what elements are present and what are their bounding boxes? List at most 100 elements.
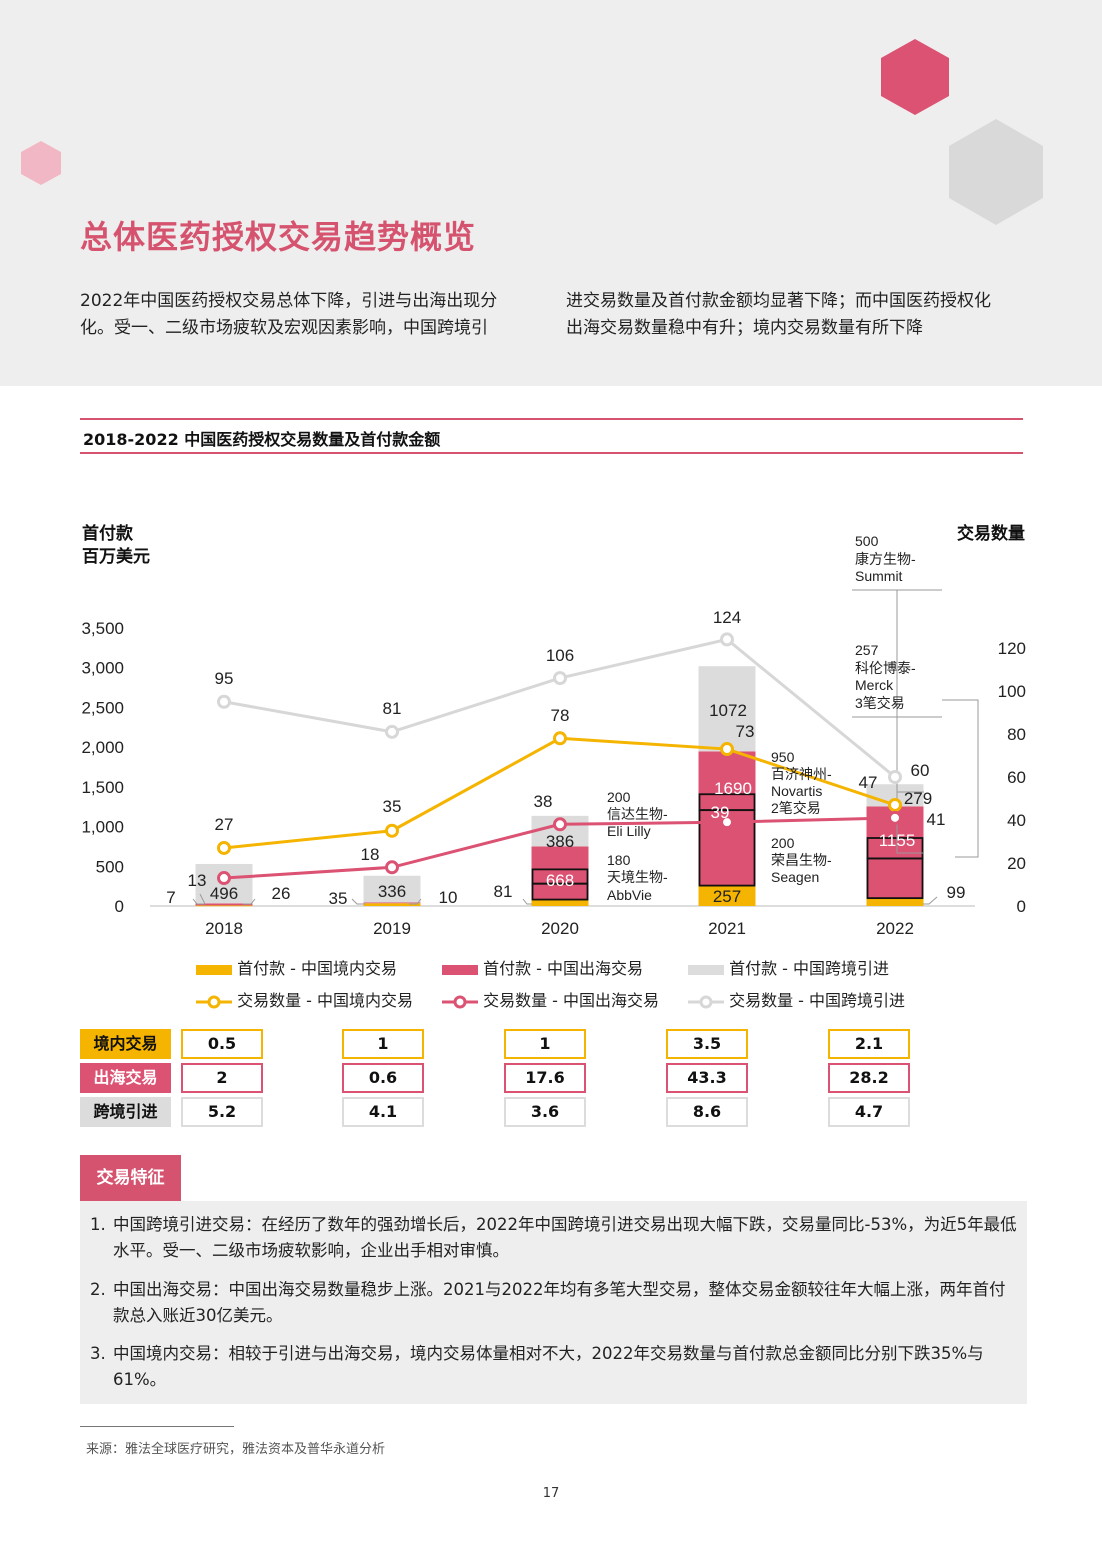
y-tick-label-right: 60: [1007, 768, 1026, 787]
legend-line-inbound: 交易数量 - 中国跨境引进: [688, 987, 905, 1011]
deal-annotation: Seagen: [771, 869, 819, 885]
legend-line-marker-inbound: [688, 995, 724, 1008]
source-note: 来源：雅法全球医疗研究，雅法资本及普华永道分析: [86, 1442, 386, 1457]
hexagon-grey: [949, 119, 1043, 225]
table-label-inbound: 跨境引进: [80, 1097, 171, 1127]
line-outbound-point: [217, 871, 231, 886]
y-tick-label-left: 3,000: [81, 659, 124, 678]
features-tag: 交易特征: [80, 1155, 181, 1201]
line-value-label: 35: [383, 797, 402, 816]
y-tick-label-right: 120: [998, 639, 1026, 658]
deal-annotation: 2笔交易: [771, 800, 821, 816]
section-bottom-rule: [80, 452, 1023, 454]
bar-inbound: [363, 875, 421, 903]
deal-box: [531, 868, 589, 885]
table-cell: 43.3: [666, 1063, 748, 1093]
deal-annotation: 200: [607, 789, 631, 805]
y-tick-label-left: 0: [115, 897, 124, 916]
deal-annotation: 3笔交易: [855, 695, 905, 711]
leader-line: [351, 898, 365, 905]
line-domestic-point: [385, 823, 399, 838]
y-tick-label-left: 2,500: [81, 698, 124, 717]
table-cell: 1: [504, 1029, 586, 1059]
table-cell: 2: [181, 1063, 263, 1093]
bar-value-label: 99: [947, 883, 966, 902]
table-cell: 4.7: [828, 1097, 910, 1127]
bar-inbound: [698, 666, 756, 752]
line-value-label: 27: [215, 815, 234, 834]
leader-line: [199, 893, 206, 905]
leader-line: [923, 896, 938, 905]
bar-value-label: 10: [439, 888, 458, 907]
y-axis-title-left: 百万美元: [82, 546, 150, 566]
x-tick-label: 2018: [205, 919, 243, 938]
bar-value-label: 336: [378, 882, 406, 901]
bar-value-label: 496: [210, 884, 238, 903]
deal-box: [698, 793, 756, 812]
line-domestic-point: [217, 840, 231, 855]
deal-annotation: 257: [855, 642, 879, 658]
intro-right: 进交易数量及首付款金额均显著下降；而中国医药授权化 出海交易数量稳中有升；境内交…: [566, 288, 991, 342]
leader-line: [522, 898, 532, 905]
deal-annotation: 信达生物-: [607, 806, 668, 822]
table-label-domestic: 境内交易: [80, 1029, 171, 1059]
bar-outbound: [195, 903, 253, 906]
legend-label-bar-inbound: 首付款 - 中国跨境引进: [729, 959, 890, 978]
legend-bar-domestic: 首付款 - 中国境内交易: [196, 955, 397, 979]
feature-text: 中国出海交易：中国出海交易数量稳步上涨。2021与2022年均有多笔大型交易，整…: [113, 1280, 1006, 1325]
feature-number: 3.: [90, 1344, 106, 1363]
intro-right-line-2: 出海交易数量稳中有升；境内交易数量有所下降: [566, 318, 923, 338]
bar-domestic: [363, 903, 421, 906]
deal-annotation: 500: [855, 533, 879, 549]
table-cell: 4.1: [342, 1097, 424, 1127]
legend-swatch-domestic: [196, 964, 232, 975]
table-cell: 8.6: [666, 1097, 748, 1127]
legend-line-outbound: 交易数量 - 中国出海交易: [442, 987, 659, 1011]
feature-text: 中国跨境引进交易：在经历了数年的强劲增长后，2022年中国跨境引进交易出现大幅下…: [113, 1215, 1017, 1260]
hexagon-pink: [881, 39, 949, 115]
legend-label-line-inbound: 交易数量 - 中国跨境引进: [729, 991, 906, 1010]
features-box: [80, 1201, 1027, 1404]
line-value-label: 41: [927, 810, 946, 829]
x-tick-label: 2020: [541, 919, 579, 938]
bar-value-label: 279: [904, 789, 932, 808]
deal-annotation: 200: [771, 835, 795, 851]
deal-annotation: 康方生物-: [855, 551, 916, 567]
table-cell: 3.5: [666, 1029, 748, 1059]
bar-value-label: 1072: [709, 701, 747, 720]
line-value-label: 47: [859, 773, 878, 792]
deal-annotation: 180: [607, 852, 631, 868]
line-inbound-point: [553, 671, 567, 686]
line-outbound-point: [553, 817, 567, 832]
bar-value-label: 257: [713, 887, 741, 906]
line-value-label: 18: [361, 845, 380, 864]
bar-domestic: [866, 898, 924, 906]
legend-label-bar-domestic: 首付款 - 中国境内交易: [237, 959, 398, 978]
y-tick-label-right: 100: [998, 682, 1026, 701]
intro-left-line-2: 化。受一、二级市场疲软及宏观因素影响，中国跨境引: [80, 318, 488, 338]
leader-line: [955, 699, 979, 858]
section-top-rule: [80, 418, 1023, 420]
line-inbound-point: [385, 724, 399, 739]
table-cell: 17.6: [504, 1063, 586, 1093]
page-title: 总体医药授权交易趋势概览: [80, 218, 477, 256]
y-tick-label-right: 80: [1007, 725, 1026, 744]
line-value-label: 73: [736, 722, 755, 741]
table-cell: 3.6: [504, 1097, 586, 1127]
table-cell: 28.2: [828, 1063, 910, 1093]
legend-line-marker-outbound: [442, 995, 478, 1008]
line-outbound-point: [385, 860, 399, 875]
line-value-label: 124: [713, 608, 741, 627]
legend-bar-inbound: 首付款 - 中国跨境引进: [688, 955, 889, 979]
y-tick-label-right: 40: [1007, 811, 1026, 830]
y-axis-title-right: 交易数量: [957, 523, 1025, 543]
line-domestic-point: [720, 742, 734, 757]
bar-value-label: 1155: [879, 831, 916, 850]
line-outbound-point: [888, 810, 902, 825]
section-title: 2018-2022 中国医药授权交易数量及首付款金额: [83, 430, 441, 449]
deal-annotation: AbbVie: [607, 887, 652, 903]
line-inbound-point: [888, 770, 902, 784]
x-tick-label: 2019: [373, 919, 411, 938]
intro-left-line-1: 2022年中国医药授权交易总体下降，引进与出海出现分: [80, 291, 498, 311]
bar-value-label: 81: [494, 882, 513, 901]
